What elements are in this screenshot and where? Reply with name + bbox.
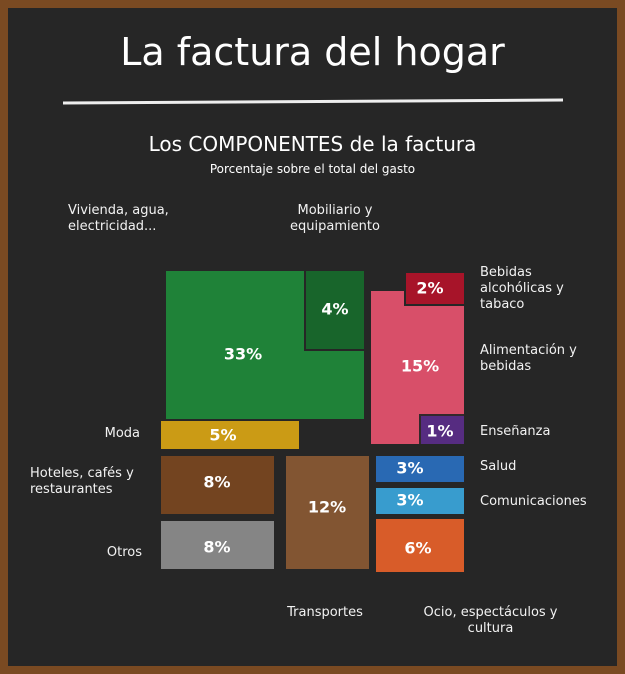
treemap-cell <box>374 486 466 516</box>
treemap-cell <box>374 517 466 574</box>
category-label: Transportes <box>287 605 363 620</box>
treemap-cell <box>369 289 466 446</box>
value-label: 5% <box>209 426 236 445</box>
treemap-cell <box>304 269 366 351</box>
value-label: 4% <box>321 300 348 319</box>
treemap-cell <box>159 519 276 571</box>
value-label: 1% <box>426 422 453 441</box>
category-label: Alimentación y bebidas <box>480 343 577 374</box>
value-label: 3% <box>396 491 423 510</box>
value-label: 12% <box>308 498 346 517</box>
category-label: Moda <box>104 426 140 441</box>
treemap-cell <box>284 454 371 571</box>
category-label: Comunicaciones <box>480 494 587 509</box>
subtitle: Los COMPONENTES de la factura <box>148 132 477 156</box>
category-label: Salud <box>480 459 517 474</box>
value-label: 15% <box>401 357 439 376</box>
value-label: 6% <box>404 539 431 558</box>
category-label: Bebidas alcohólicas y tabaco <box>480 265 564 312</box>
treemap-cell <box>159 454 276 516</box>
treemap-cell <box>159 419 301 451</box>
category-label: Mobiliario y equipamiento <box>290 203 380 234</box>
value-label: 33% <box>224 345 262 364</box>
value-label: 2% <box>416 279 443 298</box>
category-label: Ocio, espectáculos y cultura <box>423 605 558 636</box>
treemap-cell <box>374 454 466 484</box>
value-label: 3% <box>396 459 423 478</box>
category-label: Otros <box>106 545 142 560</box>
value-label: 8% <box>203 538 230 557</box>
title-underline <box>62 98 564 105</box>
value-label: 8% <box>203 473 230 492</box>
caption: Porcentaje sobre el total del gasto <box>209 162 416 176</box>
title: La factura del hogar <box>120 30 505 74</box>
category-label: Vivienda, agua, electricidad... <box>68 203 169 234</box>
chalkboard: La factura del hogar 33% 4% 2% 15% 5% 1% 8% 3% 1… <box>8 8 617 666</box>
treemap-cell <box>419 414 466 446</box>
category-label: Enseñanza <box>480 424 551 439</box>
category-label: Hoteles, cafés y restaurantes <box>30 466 134 497</box>
chart: 33% 4% 2% 15% 5% 1% 8% 3% 12% 3% 8% 6% <box>62 98 564 574</box>
